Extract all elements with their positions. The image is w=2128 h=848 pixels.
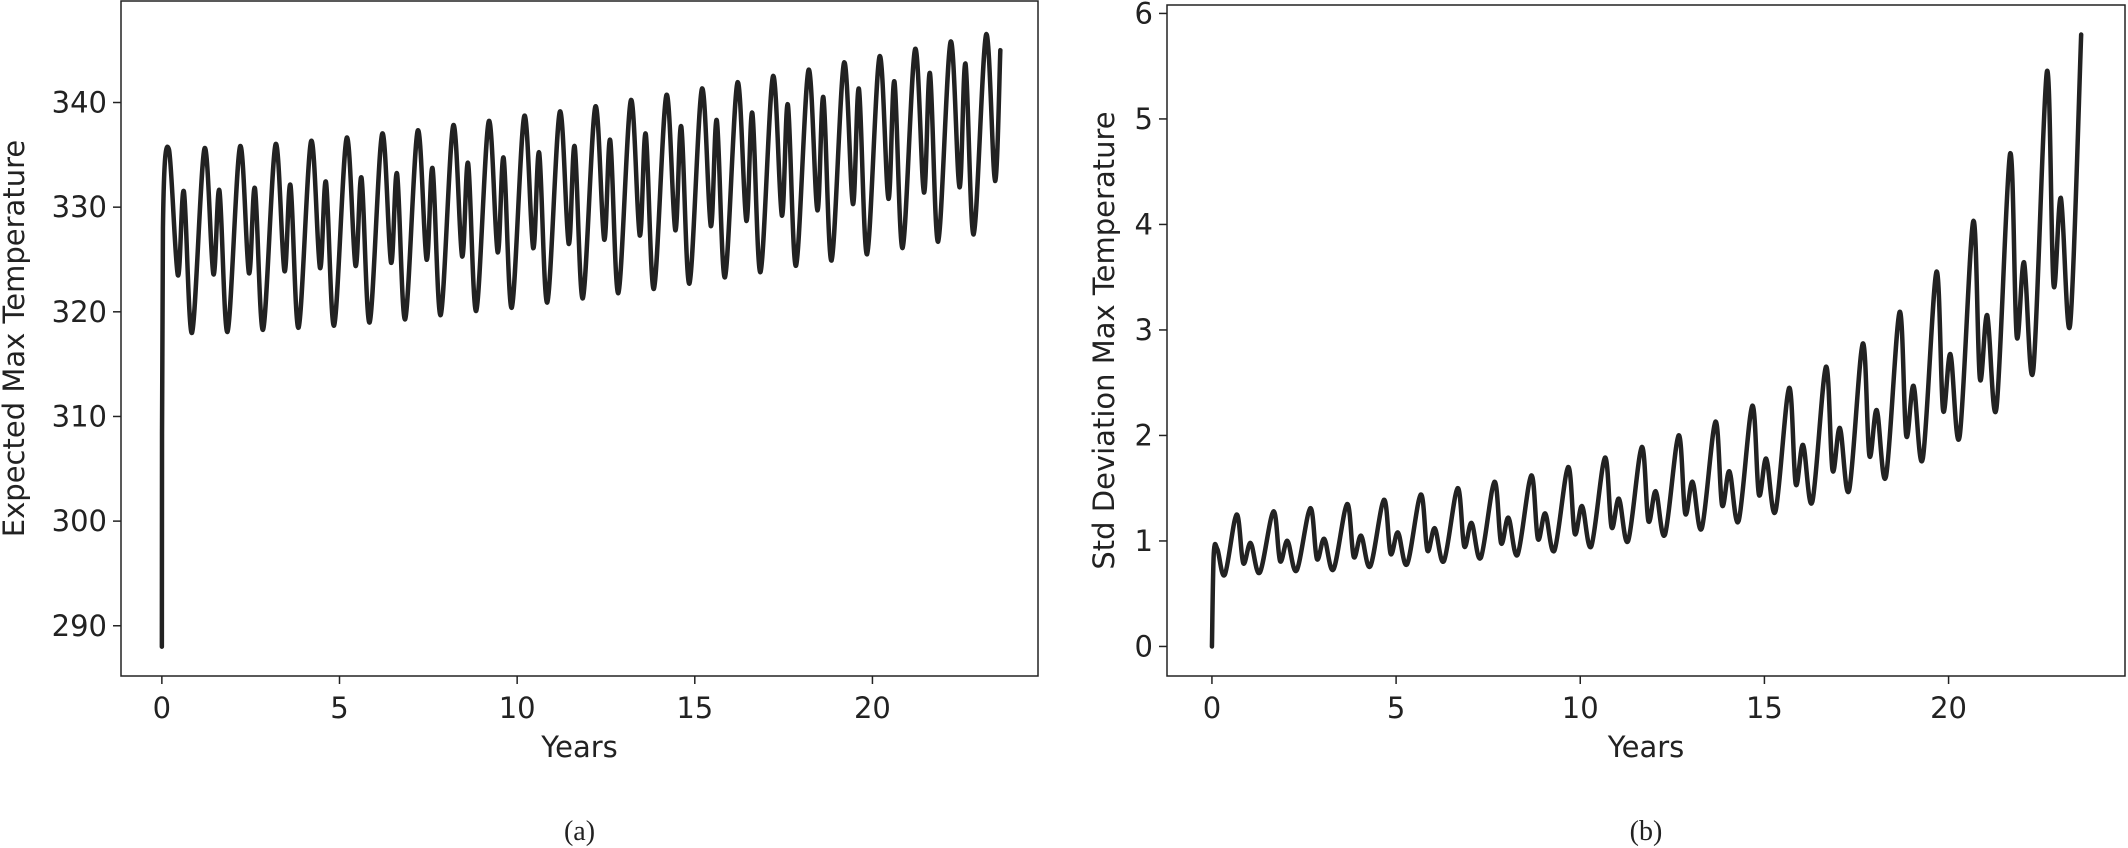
y-tick-label: 2	[1135, 418, 1153, 452]
data-line	[159, 32, 1003, 649]
caption: (b)	[1630, 816, 1663, 847]
y-tick-label: 4	[1135, 207, 1153, 241]
x-axis-label: Years	[1607, 730, 1685, 764]
x-tick-label: 20	[1930, 691, 1967, 725]
x-tick-label: 0	[1203, 691, 1221, 725]
axes-frame	[1166, 4, 2126, 677]
y-axis-label: Expected Max Temperature	[0, 140, 31, 537]
y-tick-label: 320	[52, 295, 107, 329]
axes-frame	[120, 0, 1039, 677]
x-tick-label: 20	[854, 691, 891, 725]
x-tick-label: 15	[676, 691, 713, 725]
x-tick-label: 0	[153, 691, 171, 725]
y-tick-label: 310	[52, 399, 107, 433]
y-tick-label: 340	[52, 86, 107, 120]
x-tick-label: 10	[499, 691, 536, 725]
y-tick-label: 1	[1135, 524, 1153, 558]
x-axis-label: Years	[540, 730, 618, 764]
y-tick-label: 0	[1135, 629, 1153, 663]
y-tick-label: 6	[1135, 0, 1153, 30]
x-tick-label: 10	[1562, 691, 1599, 725]
y-tick-label: 3	[1135, 313, 1153, 347]
x-tick-label: 5	[1387, 691, 1405, 725]
x-tick-label: 15	[1746, 691, 1783, 725]
y-axis-label: Std Deviation Max Temperature	[1087, 111, 1121, 569]
data-line	[1209, 32, 2084, 649]
y-tick-label: 290	[52, 609, 107, 643]
y-tick-label: 5	[1135, 102, 1153, 136]
x-tick-label: 5	[330, 691, 348, 725]
caption: (a)	[564, 816, 595, 847]
y-tick-label: 330	[52, 190, 107, 224]
y-tick-label: 300	[52, 504, 107, 538]
